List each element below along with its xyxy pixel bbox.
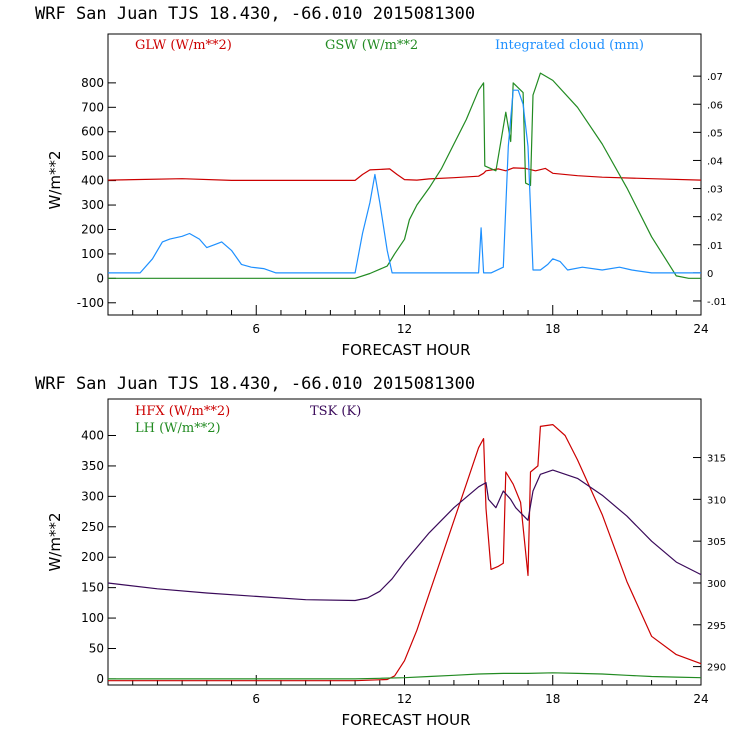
y2-tick-label: 290 — [707, 663, 726, 674]
y2-tick-label: 305 — [707, 537, 726, 548]
y2-tick-label: 300 — [707, 579, 726, 590]
y2-tick-label: .05 — [707, 128, 723, 139]
y-tick-label: 500 — [81, 149, 104, 163]
legend-tsk: TSK (K) — [310, 404, 361, 419]
y-tick-label: 700 — [81, 100, 104, 114]
y-tick-label: 400 — [81, 174, 104, 188]
y-tick-label: 600 — [81, 125, 104, 139]
series-group — [107, 72, 702, 279]
y2-tick-label: 295 — [707, 621, 726, 632]
legend-cloud: Integrated cloud (mm) — [495, 38, 644, 53]
panel-top: WRF San Juan TJS 18.430, -66.010 2015081… — [35, 4, 727, 359]
y-tick-label: 350 — [81, 459, 104, 473]
series-line-0 — [107, 167, 702, 181]
series-line-2 — [107, 469, 702, 602]
y-tick-label: 0 — [96, 672, 104, 686]
y-tick-label: 300 — [81, 489, 104, 503]
legend-glw: GLW (W/m**2) — [135, 38, 232, 53]
y2-tick-label: .02 — [707, 213, 723, 224]
y-axis-left: -100 0 100 200 300 400 500 600 700 800 — [77, 76, 116, 310]
y-tick-label: 150 — [81, 581, 104, 595]
y2-tick-label: .01 — [707, 241, 723, 252]
y-axis-label: W/m**2 — [46, 512, 64, 571]
series-line-0 — [108, 424, 702, 682]
legend-hfx: HFX (W/m**2) — [135, 404, 230, 419]
y-tick-label: 400 — [81, 429, 104, 443]
y2-tick-label: .07 — [707, 72, 723, 83]
y-tick-label: 100 — [81, 247, 104, 261]
series-group — [107, 424, 702, 682]
y2-tick-label: 310 — [707, 495, 726, 506]
x-tick-label: 18 — [545, 322, 560, 336]
y-tick-label: 50 — [89, 641, 104, 655]
x-tick-label: 12 — [397, 322, 412, 336]
x-axis-label: FORECAST HOUR — [341, 711, 470, 729]
panel-bottom: WRF San Juan TJS 18.430, -66.010 2015081… — [35, 374, 726, 729]
y2-tick-label: .06 — [707, 100, 723, 111]
y-tick-label: 200 — [81, 222, 104, 236]
x-axis: 6 12 18 24 — [107, 675, 709, 706]
y-tick-label: 300 — [81, 198, 104, 212]
x-tick-label: 12 — [397, 692, 412, 706]
y2-tick-label: 0 — [707, 269, 713, 280]
chart-title: WRF San Juan TJS 18.430, -66.010 2015081… — [35, 374, 475, 394]
x-axis: 6 12 18 24 — [107, 305, 709, 336]
x-tick-label: 6 — [252, 692, 260, 706]
x-tick-label: 18 — [545, 692, 560, 706]
series-line-2 — [108, 89, 701, 274]
y-axis-right: 290 295 300 305 310 315 — [693, 454, 726, 674]
x-tick-label: 6 — [252, 322, 260, 336]
y2-tick-label: -.01 — [707, 297, 727, 308]
y-tick-label: -100 — [77, 296, 104, 310]
y2-tick-label: .04 — [707, 156, 723, 167]
series-line-1 — [108, 672, 702, 680]
y2-tick-label: 315 — [707, 454, 726, 465]
chart-title: WRF San Juan TJS 18.430, -66.010 2015081… — [35, 4, 475, 24]
x-tick-label: 24 — [693, 322, 708, 336]
y-axis-left: 0 50 100 150 200 250 300 350 400 — [81, 429, 116, 686]
legend-gsw: GSW (W/m**2 — [325, 38, 418, 53]
y-tick-label: 800 — [81, 76, 104, 90]
y-tick-label: 100 — [81, 611, 104, 625]
y-tick-label: 200 — [81, 550, 104, 564]
y-axis-label: W/m**2 — [46, 150, 64, 209]
y-tick-label: 250 — [81, 520, 104, 534]
x-tick-label: 24 — [693, 692, 708, 706]
legend-lh: LH (W/m**2) — [135, 421, 221, 436]
x-axis-label: FORECAST HOUR — [341, 341, 470, 359]
y2-tick-label: .03 — [707, 185, 723, 196]
series-line-1 — [108, 72, 701, 279]
y-tick-label: 0 — [96, 271, 104, 285]
